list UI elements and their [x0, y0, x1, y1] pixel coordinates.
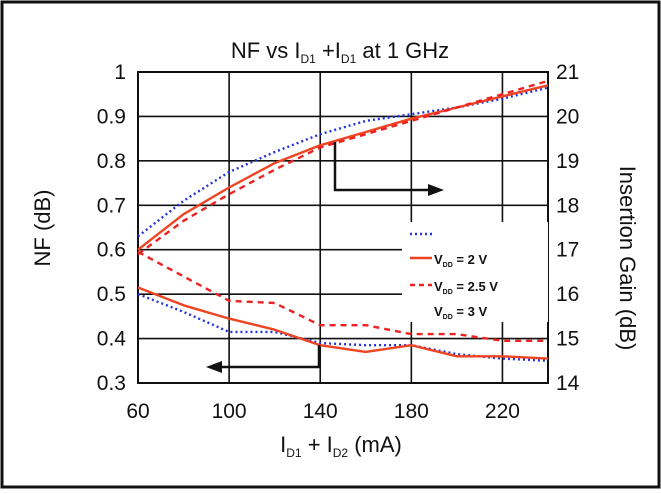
y-tick-label-4: 0.7: [97, 194, 126, 217]
legend-vdd-2v-sub: DD: [443, 262, 453, 269]
y-tick-label-6: 0.9: [97, 105, 126, 128]
nf-axis-arrow: [206, 345, 321, 373]
y-axis-label: NF (dB): [30, 190, 55, 267]
x-tick-label-2: 140: [303, 400, 338, 423]
y2-tick-label-0: 14: [556, 372, 580, 395]
series-lines: [137, 79, 549, 362]
chart-title-sub1: D1: [300, 52, 316, 66]
y-tick-label-7: 1: [114, 61, 126, 84]
legend-label-vdd-2-5v: VDD = 2.5 V: [434, 279, 498, 296]
series-line-nf-4: [137, 286, 549, 360]
gain-arrow-line: [333, 142, 428, 192]
y2-tick-label-1: 15: [556, 328, 579, 351]
x-axis-label: ID1 + ID2 (mA): [280, 432, 402, 460]
legend-background: [402, 222, 548, 322]
series-line-gain-2: [137, 79, 549, 256]
y-tick-label-1: 0.4: [97, 328, 127, 351]
y2-tick-label-2: 16: [556, 283, 579, 306]
x-axis-label-sub2: D2: [333, 446, 349, 460]
y2-axis-ticks: 14 15 16 17 18 19 20 21: [556, 61, 580, 395]
chart-title-mid: +I: [316, 38, 341, 63]
chart-title-post: at 1 GHz: [356, 38, 449, 63]
legend-label-vdd-3v: VDD = 3 V: [434, 304, 487, 321]
legend-vdd-2-5v-post: = 2.5 V: [453, 279, 498, 294]
legend-vdd-2v-post: = 2 V: [453, 252, 488, 267]
legend-vdd-2-5v-sub: DD: [443, 289, 453, 296]
y-tick-label-5: 0.8: [97, 150, 126, 173]
x-tick-label-3: 180: [394, 400, 429, 423]
y2-tick-label-7: 21: [556, 61, 579, 84]
y2-tick-label-3: 17: [556, 239, 579, 262]
legend-vdd-3v-sub: DD: [443, 314, 453, 321]
x-axis-label-sub1: D1: [286, 446, 302, 460]
x-axis-label-pre: I: [280, 432, 286, 457]
legend-vdd-2v-pre: V: [434, 252, 443, 267]
gain-arrow-head: [428, 184, 444, 196]
y-axis-ticks: 0.3 0.4 0.5 0.6 0.7 0.8 0.9 1: [97, 61, 127, 395]
legend-label-vdd-2v: VDD = 2 V: [434, 252, 487, 269]
legend-vdd-3v-pre: V: [434, 304, 443, 319]
legend-vdd-2-5v-pre: V: [434, 279, 443, 294]
gain-axis-arrow: [333, 142, 444, 196]
series-line-nf-5: [137, 250, 548, 342]
chart-title: NF vs ID1 +ID1 at 1 GHz: [231, 38, 449, 66]
y2-tick-label-4: 18: [556, 194, 579, 217]
y2-tick-label-6: 20: [556, 105, 579, 128]
y-tick-label-0: 0.3: [97, 372, 126, 395]
nf-arrow-line: [222, 345, 321, 369]
y-tick-label-2: 0.5: [97, 283, 126, 306]
chart-title-pre: NF vs I: [231, 38, 301, 63]
x-tick-label-0: 60: [126, 400, 149, 423]
x-tick-label-1: 100: [212, 400, 247, 423]
x-tick-label-4: 220: [485, 400, 520, 423]
x-axis-label-mid: + I: [302, 432, 333, 457]
nf-arrow-head: [206, 361, 222, 373]
y-tick-label-3: 0.6: [97, 239, 126, 262]
x-axis-ticks: 60 100 140 180 220: [126, 400, 520, 423]
legend-vdd-3v-post: = 3 V: [453, 304, 488, 319]
legend: VDD = 2 V VDD = 2.5 V VDD = 3 V: [402, 222, 548, 322]
chart-title-sub2: D1: [341, 52, 357, 66]
x-axis-label-post: (mA): [348, 432, 402, 457]
y2-tick-label-5: 19: [556, 150, 579, 173]
y2-axis-label: Insertion Gain (dB): [615, 166, 640, 351]
